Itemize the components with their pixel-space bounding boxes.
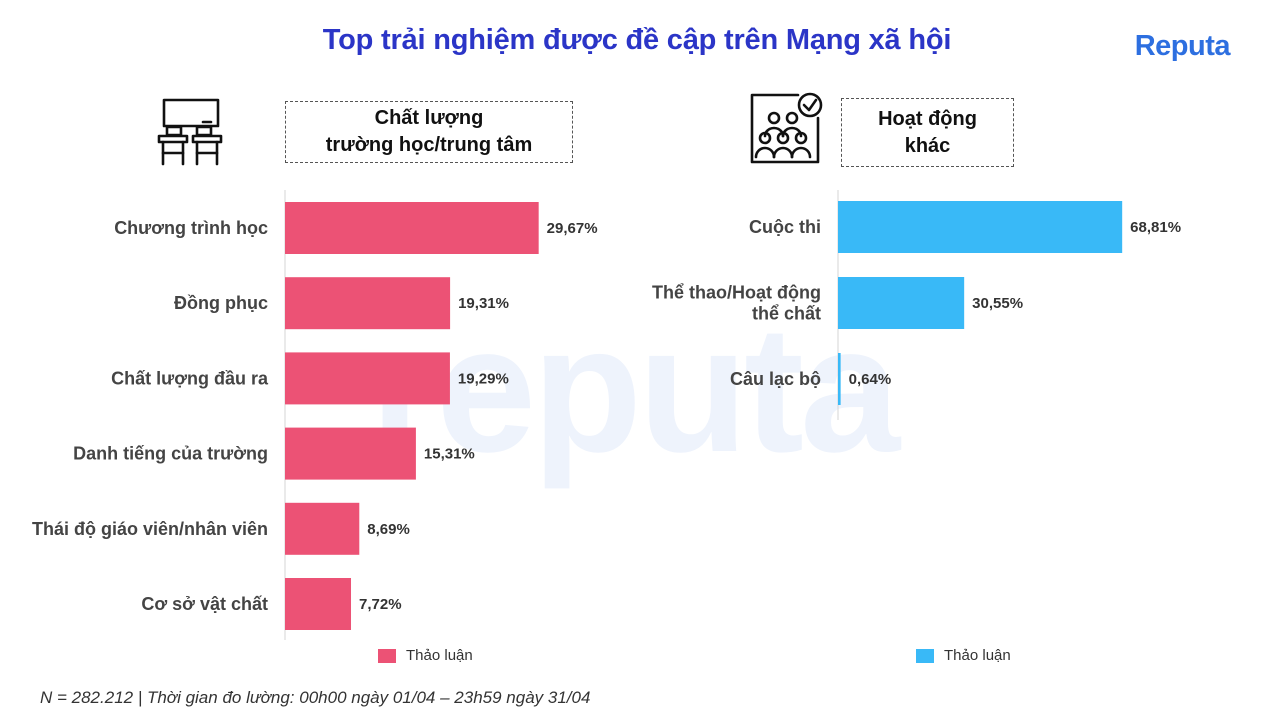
left-value-label: 19,31% [458,295,509,312]
left-category-label: Danh tiếng của trường [73,444,268,464]
right-panel-title-text: Hoạt động khác [878,107,977,157]
right-value-label: 68,81% [1130,219,1181,236]
left-category-label: Chất lượng đầu ra [111,368,269,388]
left-category-label: Chương trình học [114,218,268,238]
left-value-label: 8,69% [367,521,410,538]
left-value-label: 15,31% [424,446,475,463]
left-bar [285,352,450,405]
right-category-label: Cuộc thi [749,217,821,237]
left-bar [285,202,539,254]
left-panel-title: Chất lượng trường học/trung tâm [285,101,573,163]
right-panel-title: Hoạt động khác [841,98,1014,167]
right-bar-chart: 68,81% Cuộc thi 30,55% Thể thao/Hoạt độngth… [652,190,1181,420]
right-category-label: Thể thao/Hoạt động [652,283,821,303]
right-bar [838,201,1123,253]
brand-logo: Reputa [1134,30,1231,62]
left-legend-swatch [378,648,396,663]
left-panel-title-text: Chất lượng trường học/trung tâm [325,107,533,156]
left-bar [285,578,352,630]
left-bar [285,502,360,555]
left-category-label: Thái độ giáo viên/nhân viên [32,519,268,539]
right-category-label: Câu lạc bộ [730,369,821,389]
left-value-label: 29,67% [547,220,598,237]
page-title: Top trải nghiệm được đề cập trên Mạng xã… [322,24,952,56]
right-value-label: 30,55% [972,295,1023,312]
left-value-label: 7,72% [359,596,402,613]
right-category-label: thể chất [752,304,821,324]
right-legend-swatch [916,648,934,663]
left-category-label: Đồng phục [174,293,268,313]
left-bar [285,427,416,480]
group-activity-icon [750,92,823,164]
left-bar-chart: 29,67% Chương trình học 19,31% Đồng phục 19,… [32,190,598,640]
right-legend: Thảo luận [916,647,1011,664]
left-legend: Thảo luận [378,647,473,664]
watermark: reputa [370,289,900,490]
classroom-icon [157,98,223,166]
left-legend-label: Thảo luận [406,647,473,664]
right-value-label: 0,64% [849,371,892,388]
right-legend-label: Thảo luận [944,647,1011,664]
right-bar [838,353,841,405]
left-value-label: 19,29% [458,370,509,387]
left-bar [285,277,451,330]
left-category-label: Cơ sở vật chất [141,594,268,614]
right-bar [838,277,965,329]
footnote: N = 282.212 | Thời gian đo lường: 00h00 … [40,688,591,707]
